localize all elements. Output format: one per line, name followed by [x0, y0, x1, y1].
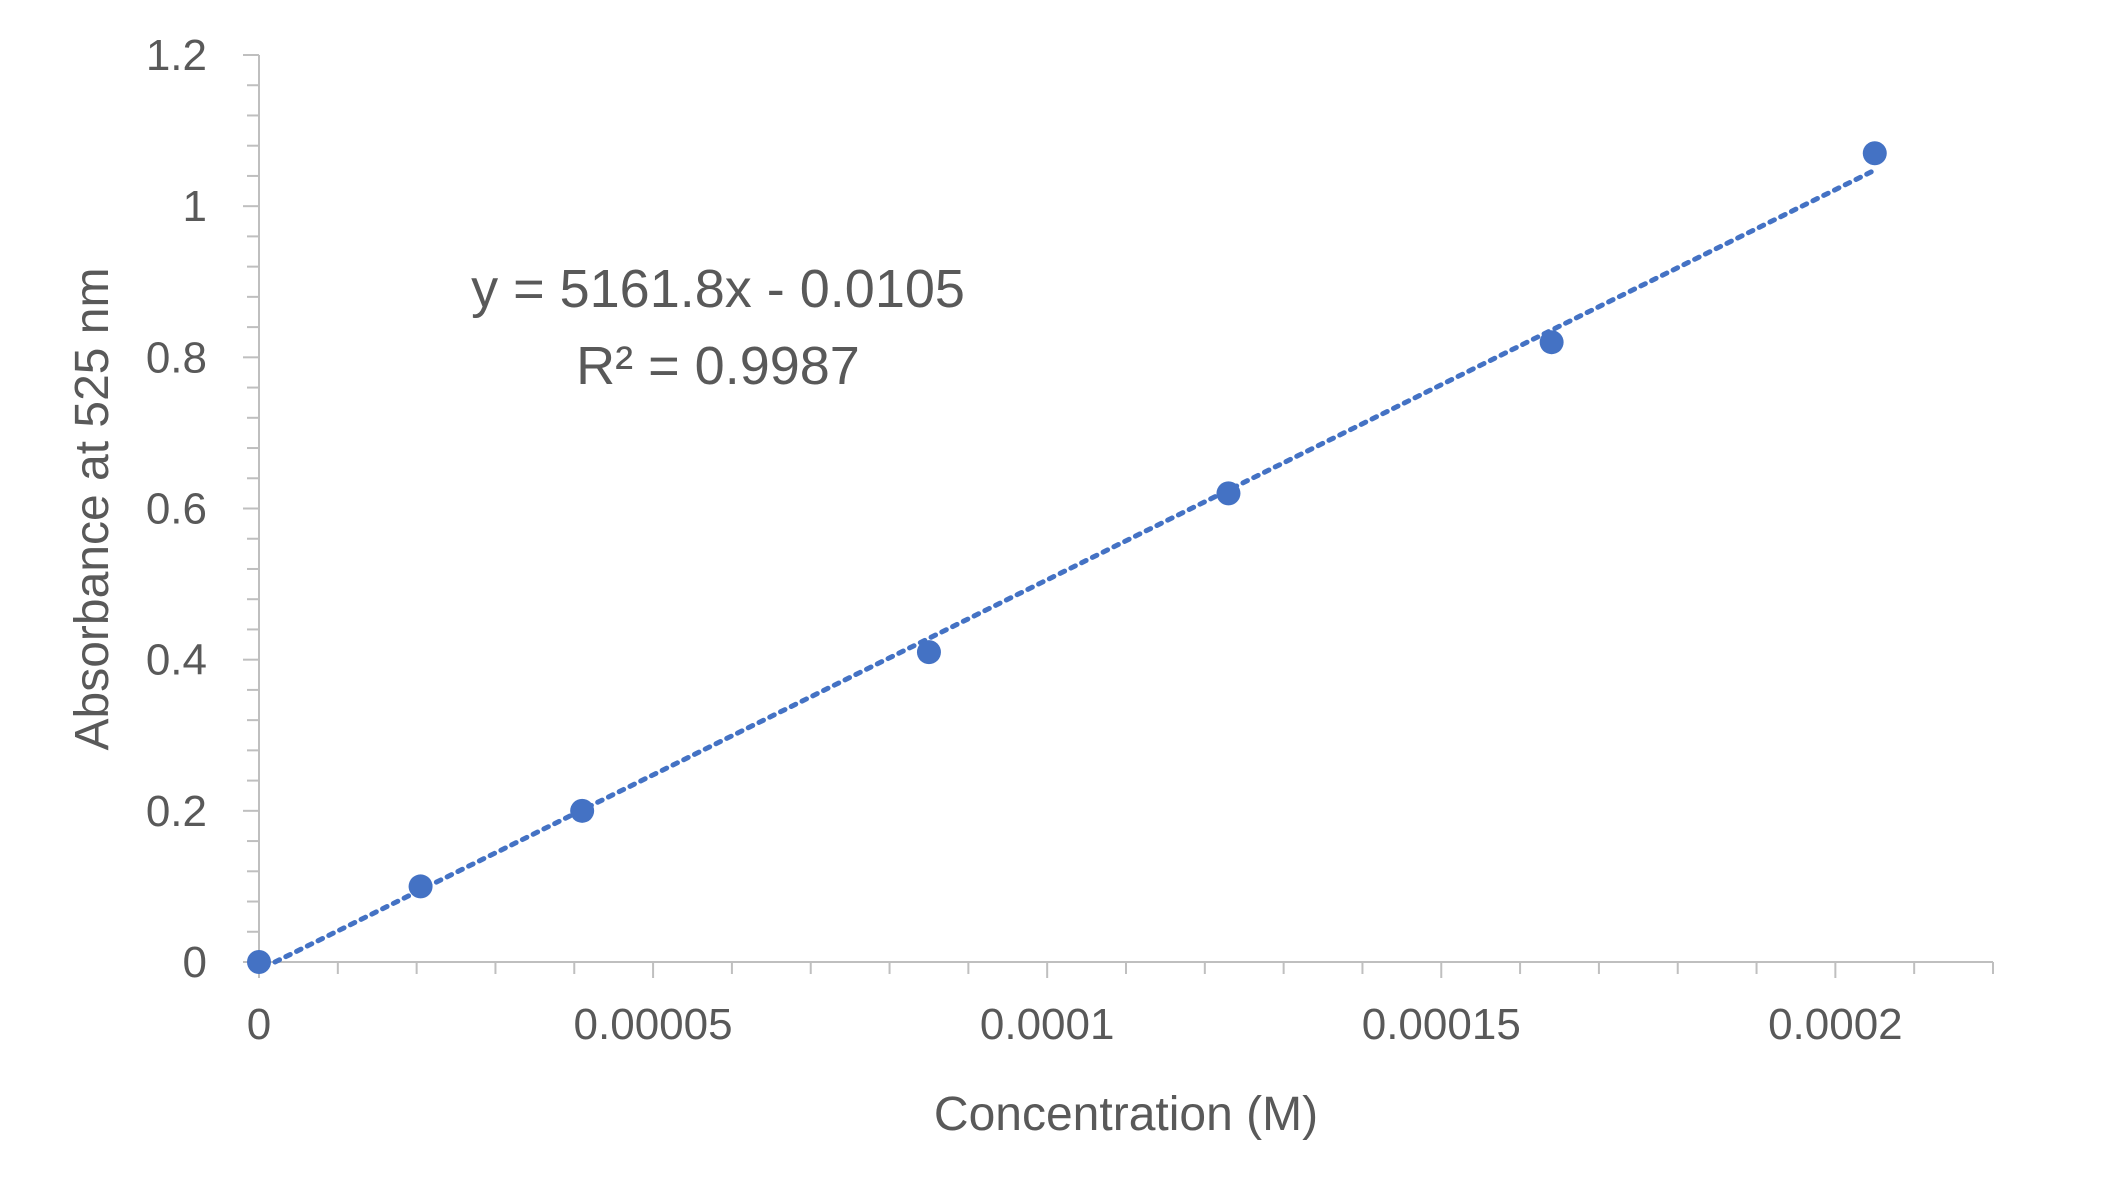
y-axis-title: Absorbance at 525 nm	[66, 268, 119, 751]
data-point	[1862, 141, 1887, 166]
tick-labels: 0 0.2 0.4 0.6 0.8 1 1.2 0 0.00005 0.0001 0.00015 0.…	[146, 31, 1903, 1049]
x-tick-label: 0.0002	[1768, 1000, 1903, 1049]
trendline-equation: y = 5161.8x - 0.0105	[471, 259, 965, 319]
data-points	[247, 141, 1887, 974]
data-point	[570, 798, 595, 823]
y-tick-label: 1.2	[146, 31, 207, 80]
y-tick-label: 0.6	[146, 485, 207, 534]
y-tick-label: 1	[183, 182, 207, 231]
data-point	[247, 950, 271, 974]
data-point	[408, 874, 433, 899]
trendline	[272, 167, 1878, 965]
x-tick-label: 0.0001	[980, 1000, 1115, 1049]
x-tick-label: 0.00005	[574, 1000, 733, 1049]
y-tick-label: 0	[183, 938, 207, 987]
y-tick-label: 0.2	[146, 787, 207, 836]
y-tick-label: 0.8	[146, 333, 207, 382]
x-tick-label: 0.00015	[1362, 1000, 1521, 1049]
y-tick-label: 0.4	[146, 636, 207, 685]
data-point	[916, 640, 941, 665]
data-point	[1216, 481, 1241, 506]
trendline-r-squared: R² = 0.9987	[576, 336, 860, 396]
x-tick-label: 0	[247, 1000, 271, 1049]
data-point	[1539, 330, 1564, 355]
trendline-path	[272, 167, 1878, 965]
x-axis-title: Concentration (M)	[934, 1088, 1318, 1141]
tick-marks	[243, 54, 1994, 978]
axes	[258, 55, 1993, 963]
